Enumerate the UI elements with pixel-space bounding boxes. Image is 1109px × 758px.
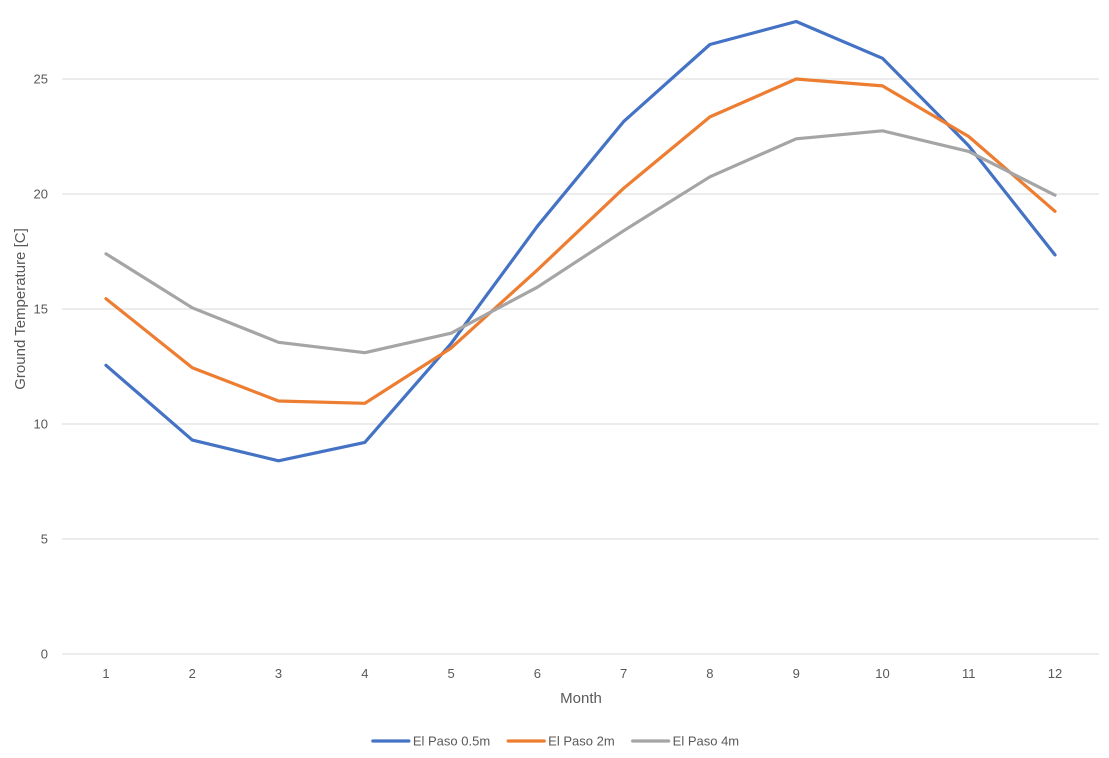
- x-tick-label: 4: [361, 666, 368, 681]
- x-tick-label: 6: [534, 666, 541, 681]
- y-tick-label: 25: [34, 72, 48, 87]
- x-tick-label: 9: [793, 666, 800, 681]
- legend-item: El Paso 4m: [631, 734, 739, 749]
- y-axis-ticks: 0 5 10 15 20 25: [34, 72, 48, 662]
- y-tick-label: 10: [34, 417, 48, 432]
- y-axis-title: Ground Temperature [C]: [12, 228, 29, 389]
- x-tick-label: 10: [875, 666, 889, 681]
- legend: El Paso 0.5m El Paso 2m El Paso 4m: [371, 734, 739, 749]
- y-tick-label: 15: [34, 302, 48, 317]
- y-tick-label: 5: [41, 532, 48, 547]
- gridlines: [62, 78, 1099, 655]
- legend-item: El Paso 0.5m: [371, 734, 490, 749]
- y-tick-label: 0: [41, 647, 48, 662]
- legend-label: El Paso 0.5m: [413, 734, 490, 749]
- series-line-el-paso-0-5m: [104, 19, 1057, 463]
- series-line-el-paso-4m: [104, 129, 1057, 355]
- x-axis-title: Month: [560, 690, 602, 707]
- legend-item: El Paso 2m: [506, 734, 615, 749]
- legend-label: El Paso 2m: [548, 734, 614, 749]
- x-tick-label: 5: [447, 666, 454, 681]
- x-tick-label: 11: [962, 666, 976, 681]
- x-tick-label: 12: [1048, 666, 1062, 681]
- series-line-el-paso-2m: [104, 77, 1057, 405]
- y-tick-label: 20: [34, 187, 48, 202]
- x-tick-label: 7: [620, 666, 627, 681]
- x-axis-ticks: 1 2 3 4 5 6 7 8 9 10 11 12: [102, 666, 1062, 681]
- x-tick-label: 3: [275, 666, 282, 681]
- x-tick-label: 2: [189, 666, 196, 681]
- x-tick-label: 1: [102, 666, 109, 681]
- x-tick-label: 8: [706, 666, 713, 681]
- legend-label: El Paso 4m: [673, 734, 739, 749]
- series-lines: [104, 19, 1057, 463]
